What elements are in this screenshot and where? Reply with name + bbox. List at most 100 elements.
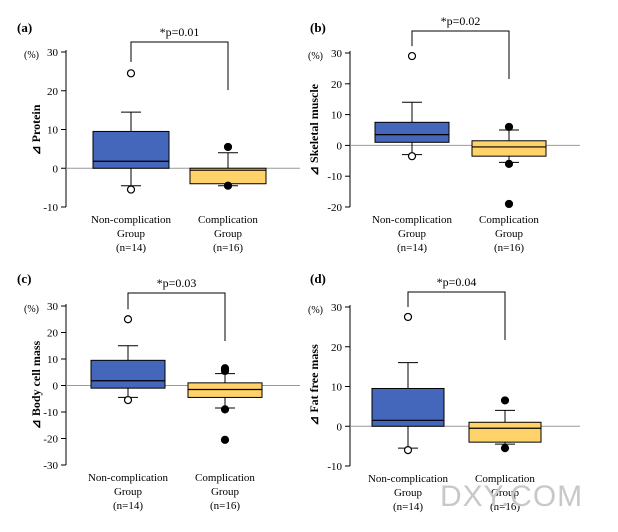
outlier-open [407, 152, 417, 161]
y-tick-label: -10 [327, 461, 342, 473]
outlier-open [403, 312, 413, 322]
y-axis-label-text: Body cell mass [29, 340, 43, 416]
y-tick-label: -20 [327, 202, 342, 214]
chart-panel-4: (d) (%) -10 0 10 20 30 ⊿ Fat free mass Non-compl… [307, 271, 580, 513]
outlier-filled [220, 405, 230, 414]
panel-label: (a) [17, 20, 32, 35]
y-tick-label: 20 [331, 342, 343, 354]
y-axis-label: ⊿ Skeletal muscle [307, 83, 321, 176]
category-label: Group [211, 486, 240, 498]
y-tick-label: 10 [47, 354, 59, 366]
y-unit-label: (%) [24, 304, 39, 315]
y-tick-label: -30 [43, 460, 58, 472]
outlier-filled [223, 142, 233, 152]
box-iqr [187, 382, 263, 398]
box-group-2: Complication Group (n=16) [468, 396, 542, 513]
category-label: Complication [475, 473, 535, 485]
outlier-open [407, 51, 417, 61]
category-label: Non-complication [372, 214, 453, 226]
category-label: (n=14) [393, 501, 423, 513]
outlier-filled [504, 159, 514, 168]
panel-label: (d) [310, 271, 326, 286]
box-iqr [471, 140, 547, 157]
category-label: Group [114, 486, 143, 498]
box-group-1: Non-complication Group (n=14) [368, 312, 449, 513]
y-tick-label: -10 [327, 171, 342, 183]
category-label: Group [495, 228, 524, 240]
category-label: Complication [198, 214, 258, 226]
y-tick-label: 30 [331, 302, 343, 314]
significance-bracket [127, 292, 226, 341]
outlier-open [126, 69, 136, 78]
category-label: Group [398, 228, 427, 240]
y-axis-label-text: Skeletal muscle [307, 83, 321, 163]
y-unit-label: (%) [308, 51, 323, 62]
delta-symbol: ⊿ [307, 413, 321, 426]
category-label: Non-complication [91, 214, 172, 226]
y-tick-label: 0 [53, 163, 59, 175]
category-label: Complication [479, 214, 539, 226]
y-tick-label: 20 [47, 86, 59, 98]
outlier-open [123, 315, 133, 324]
box-group-2: Complication Group (n=16) [471, 122, 547, 254]
y-axis-label: ⊿ Body cell mass [29, 340, 43, 429]
y-tick-label: 0 [337, 421, 343, 433]
category-label: (n=16) [210, 500, 240, 512]
category-label: Complication [195, 472, 255, 484]
significance-bracket [130, 41, 229, 90]
y-tick-label: 20 [331, 79, 343, 91]
y-tick-label: -10 [43, 407, 58, 419]
box-iqr [374, 121, 450, 143]
outlier-filled [504, 122, 514, 132]
y-tick-label: 30 [47, 301, 59, 313]
delta-symbol: ⊿ [29, 142, 43, 155]
significance-label: *p=0.03 [157, 276, 197, 290]
y-tick-label: 10 [331, 110, 343, 122]
outlier-filled [500, 396, 510, 405]
category-label: Group [214, 228, 243, 240]
y-tick-label: 10 [331, 382, 343, 394]
category-label: Non-complication [368, 473, 449, 485]
significance-bracket [407, 291, 506, 340]
y-unit-label: (%) [24, 50, 39, 61]
category-label: (n=16) [490, 501, 520, 513]
outlier-filled [500, 444, 510, 453]
category-label: (n=14) [113, 500, 143, 512]
box-group-1: Non-complication Group (n=14) [88, 315, 169, 512]
chart-panel-3: (c) (%) -30 -20 -10 0 10 20 30 ⊿ Body cell mass No… [17, 271, 300, 512]
significance-label: *p=0.01 [160, 25, 200, 39]
panels-layer: (a) (%) -10 0 10 20 30 ⊿ Protein Non-complicatio… [17, 14, 580, 513]
y-unit-label: (%) [308, 305, 323, 316]
y-axis-label-text: Fat free mass [307, 344, 321, 413]
panel-label: (b) [310, 20, 326, 35]
y-tick-label: 30 [47, 47, 59, 59]
box-group-2: Complication Group (n=16) [189, 142, 267, 254]
category-label: (n=14) [116, 242, 146, 254]
category-label: (n=16) [213, 242, 243, 254]
y-tick-label: 0 [337, 140, 343, 152]
chart-panel-1: (a) (%) -10 0 10 20 30 ⊿ Protein Non-complicatio… [17, 20, 300, 254]
significance-label: *p=0.02 [441, 14, 481, 28]
y-axis-label: ⊿ Protein [29, 104, 43, 155]
delta-symbol: ⊿ [307, 163, 321, 176]
outlier-filled [220, 435, 230, 444]
significance-label: *p=0.04 [437, 275, 477, 289]
chart-panel-2: (b) (%) -20 -10 0 10 20 30 ⊿ Skeletal muscle Non-… [307, 14, 580, 254]
box-iqr [92, 130, 170, 169]
panel-label: (c) [17, 271, 31, 286]
outlier-open [126, 185, 136, 194]
y-tick-label: 10 [47, 125, 59, 137]
y-tick-label: -10 [43, 202, 58, 214]
delta-symbol: ⊿ [29, 416, 43, 429]
outlier-open [123, 395, 133, 405]
y-tick-label: 30 [331, 48, 343, 60]
y-axis-label-text: Protein [29, 104, 43, 142]
category-label: (n=14) [397, 242, 427, 254]
box-iqr [468, 421, 542, 443]
outlier-filled [220, 366, 230, 376]
y-tick-label: -20 [43, 434, 58, 446]
significance-bracket [411, 30, 510, 79]
y-tick-label: 20 [47, 328, 59, 340]
outlier-open [403, 446, 413, 455]
